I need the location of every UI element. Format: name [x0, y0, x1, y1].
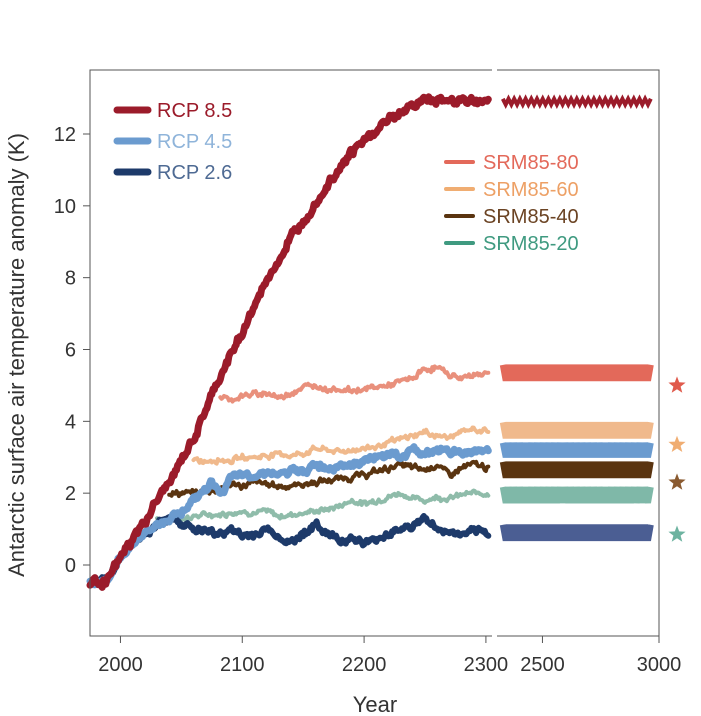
legend-label: RCP 8.5 [157, 100, 232, 122]
y-tick-label: 8 [65, 268, 76, 290]
y-tick-label: 6 [65, 340, 76, 362]
long-term-band-srm85-60 [499, 421, 654, 439]
legend-label: SRM85-20 [483, 233, 579, 255]
x-tick-label: 2000 [98, 654, 143, 676]
star-marker-srm85-80 [668, 376, 686, 393]
series-line-rcp-4-5 [86, 443, 492, 589]
legend-label: SRM85-40 [483, 206, 579, 228]
frame-long [497, 69, 660, 637]
long-term-band-srm85-20 [499, 486, 654, 504]
axes: 0 2 4 6 8 10 12 2000 2100 2200 2300 2500 3000 [54, 69, 682, 676]
y-tick-label: 10 [54, 196, 76, 218]
legend-label: RCP 4.5 [157, 131, 232, 153]
y-tick-label: 12 [54, 124, 76, 146]
plot-area [86, 93, 686, 591]
y-tick-label: 2 [65, 483, 76, 505]
frame-main [89, 69, 492, 637]
y-tick-label: 4 [65, 411, 76, 433]
long-term-band-rcp-2-6 [499, 524, 654, 542]
long-term-band-srm85-80 [499, 364, 654, 382]
legend-right: SRM85-80 SRM85-60 SRM85-40 SRM85-20 [444, 152, 579, 255]
long-term-band-rcp-4-5 [499, 442, 654, 458]
x-axis-label: Year [353, 692, 397, 716]
y-tick-label: 0 [65, 555, 76, 577]
long-term-band-srm85-40 [499, 461, 654, 479]
series-line-srm85-80 [218, 364, 491, 404]
star-marker-srm85-60 [668, 435, 686, 452]
series-line-rcp-8-5 [86, 93, 492, 591]
series-line-srm85-60 [191, 425, 491, 466]
y-axis-label: Antarctic surface air temperature anomal… [4, 133, 29, 577]
series-line-srm85-20 [155, 488, 491, 524]
x-tick-label: 3000 [637, 654, 682, 676]
legend-label: SRM85-80 [483, 152, 579, 174]
legend-left: RCP 8.5 RCP 4.5 RCP 2.6 [113, 100, 232, 184]
star-marker-srm85-20 [668, 525, 686, 542]
x-tick-label: 2300 [464, 654, 509, 676]
long-term-band-rcp-8-5 [501, 94, 653, 110]
x-tick-label: 2500 [520, 654, 565, 676]
x-tick-label: 2200 [342, 654, 387, 676]
legend-label: SRM85-60 [483, 179, 579, 201]
star-marker-srm85-40 [668, 473, 686, 490]
x-tick-label: 2100 [220, 654, 265, 676]
legend-label: RCP 2.6 [157, 162, 232, 184]
